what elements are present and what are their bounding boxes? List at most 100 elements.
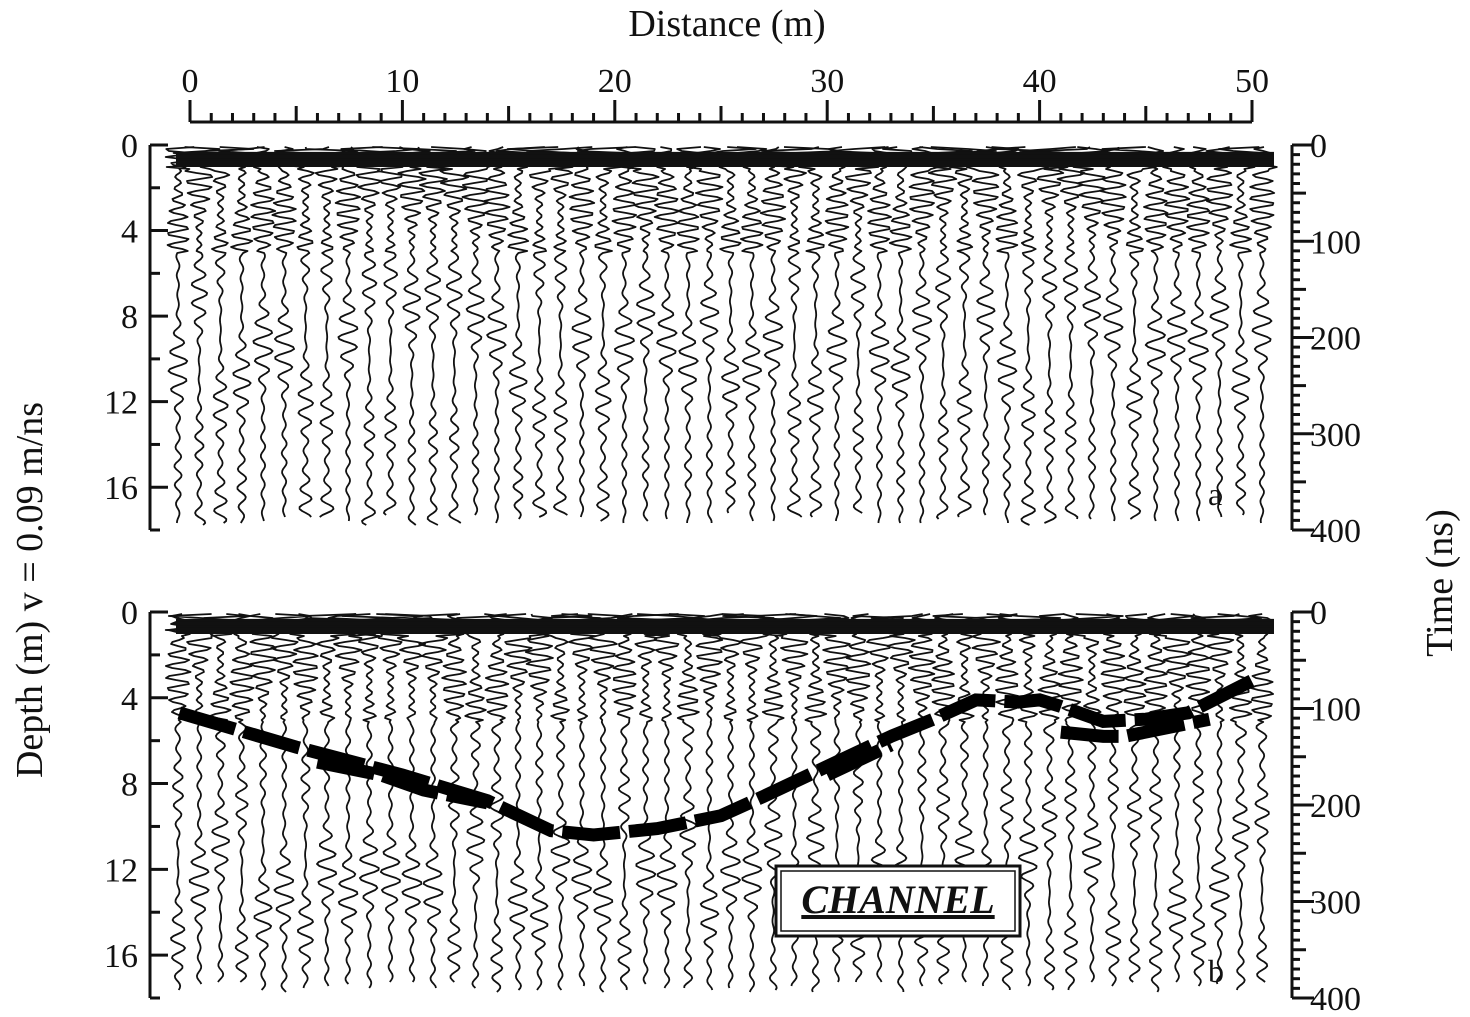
radar-trace bbox=[994, 146, 1062, 526]
radar-trace bbox=[1247, 146, 1278, 524]
radar-trace bbox=[611, 146, 637, 524]
radar-trace bbox=[488, 613, 549, 991]
radar-trace bbox=[241, 613, 285, 991]
radar-trace bbox=[698, 613, 766, 989]
radar-trace bbox=[783, 146, 844, 518]
time-tick-label: 300 bbox=[1310, 417, 1361, 454]
radar-trace bbox=[292, 146, 359, 518]
radar-traces-a bbox=[164, 146, 1278, 526]
distance-tick-label: 10 bbox=[385, 63, 419, 100]
radar-trace bbox=[1037, 146, 1104, 520]
time-axis-b: 0 100 200 300 400 bbox=[1290, 595, 1361, 1017]
depth-tick-label: 4 bbox=[121, 214, 138, 251]
radar-trace bbox=[526, 146, 593, 516]
radar-trace bbox=[710, 146, 757, 514]
depth-tick-label: 16 bbox=[104, 470, 138, 507]
channel-boundary-line bbox=[1060, 712, 1211, 743]
radar-trace bbox=[676, 146, 702, 524]
radar-trace bbox=[404, 146, 464, 526]
radar-trace bbox=[522, 613, 562, 991]
radar-trace bbox=[484, 613, 510, 993]
radargram-panel-b: 0 4 8 12 16 0 100 200 300 400 b CHANNEL bbox=[104, 595, 1361, 1017]
time-tick-label: 300 bbox=[1310, 885, 1361, 922]
radar-trace bbox=[568, 146, 596, 518]
radar-trace bbox=[620, 146, 666, 522]
time-tick-label: 200 bbox=[1310, 321, 1361, 358]
depth-tick-label: 12 bbox=[104, 385, 138, 422]
radar-trace bbox=[390, 146, 440, 526]
radar-trace bbox=[198, 613, 247, 983]
radar-trace bbox=[190, 146, 255, 524]
radar-trace bbox=[356, 146, 423, 516]
depth-tick-label: 8 bbox=[121, 767, 138, 804]
radar-trace bbox=[483, 146, 511, 524]
radar-trace bbox=[912, 146, 978, 520]
radar-trace bbox=[1015, 146, 1083, 524]
distance-tick-label: 30 bbox=[810, 63, 844, 100]
radar-trace bbox=[334, 146, 362, 522]
radar-trace bbox=[289, 613, 319, 989]
depth-tick-label: 12 bbox=[104, 852, 138, 889]
radar-trace bbox=[1248, 613, 1274, 983]
radar-trace bbox=[164, 146, 195, 524]
radar-trace bbox=[653, 146, 681, 520]
radar-trace bbox=[719, 613, 787, 993]
channel-boundary-line bbox=[177, 674, 1255, 842]
depth-tick-label: 16 bbox=[104, 938, 138, 975]
radar-trace bbox=[218, 146, 265, 524]
radar-trace bbox=[271, 146, 297, 518]
time-axis-a: 0 100 200 300 400 bbox=[1290, 128, 1361, 550]
radar-trace bbox=[532, 613, 593, 991]
radar-trace bbox=[612, 613, 680, 985]
radar-trace bbox=[903, 146, 940, 524]
radar-trace bbox=[1067, 146, 1117, 520]
panel-label-b: b bbox=[1208, 953, 1224, 989]
radar-trace bbox=[164, 613, 233, 985]
radar-trace bbox=[423, 146, 485, 524]
channel-interpretation-lines bbox=[177, 674, 1255, 842]
radar-trace bbox=[1122, 613, 1148, 983]
radar-trace bbox=[1143, 613, 1168, 993]
radar-trace bbox=[824, 146, 850, 522]
time-tick-label: 400 bbox=[1310, 981, 1361, 1017]
radar-trace bbox=[318, 613, 379, 985]
radar-trace bbox=[274, 146, 338, 518]
radar-trace bbox=[867, 146, 892, 524]
depth-axis-a: 0 4 8 12 16 bbox=[104, 128, 168, 532]
radar-trace bbox=[1185, 613, 1212, 987]
radar-trace bbox=[1057, 613, 1084, 991]
radar-trace bbox=[735, 146, 768, 522]
radar-trace bbox=[506, 146, 574, 518]
distance-axis: Distance (m) 0 10 20 30 40 50 bbox=[182, 3, 1269, 124]
time-tick-label: 0 bbox=[1310, 595, 1327, 632]
radar-trace bbox=[495, 146, 545, 520]
radar-trace bbox=[356, 613, 425, 983]
radar-trace bbox=[1060, 613, 1124, 983]
distance-tick-label: 0 bbox=[182, 63, 199, 100]
time-tick-label: 100 bbox=[1310, 224, 1361, 261]
radar-trace bbox=[1217, 613, 1263, 991]
time-tick-label: 400 bbox=[1310, 513, 1361, 550]
radar-trace bbox=[632, 613, 699, 989]
depth-tick-label: 0 bbox=[121, 128, 138, 165]
radar-trace bbox=[1185, 613, 1252, 985]
radar-trace bbox=[1101, 146, 1165, 520]
time-tick-label: 0 bbox=[1310, 128, 1327, 165]
radar-trace bbox=[400, 613, 465, 989]
radar-trace bbox=[1100, 613, 1127, 987]
radar-trace bbox=[250, 146, 277, 522]
channel-label: CHANNEL bbox=[801, 877, 994, 922]
depth-tick-label: 8 bbox=[121, 299, 138, 336]
radar-trace bbox=[1196, 146, 1239, 518]
radar-trace bbox=[456, 146, 496, 516]
radar-trace bbox=[335, 613, 403, 989]
depth-tick-label: 4 bbox=[121, 681, 138, 718]
distance-tick-label: 50 bbox=[1235, 63, 1269, 100]
radar-trace bbox=[882, 146, 915, 524]
radar-trace bbox=[999, 613, 1062, 987]
time-axis-title: Time (ns) bbox=[1419, 509, 1461, 656]
radar-trace bbox=[380, 613, 446, 983]
radar-trace bbox=[165, 146, 228, 526]
radar-trace bbox=[826, 146, 893, 514]
